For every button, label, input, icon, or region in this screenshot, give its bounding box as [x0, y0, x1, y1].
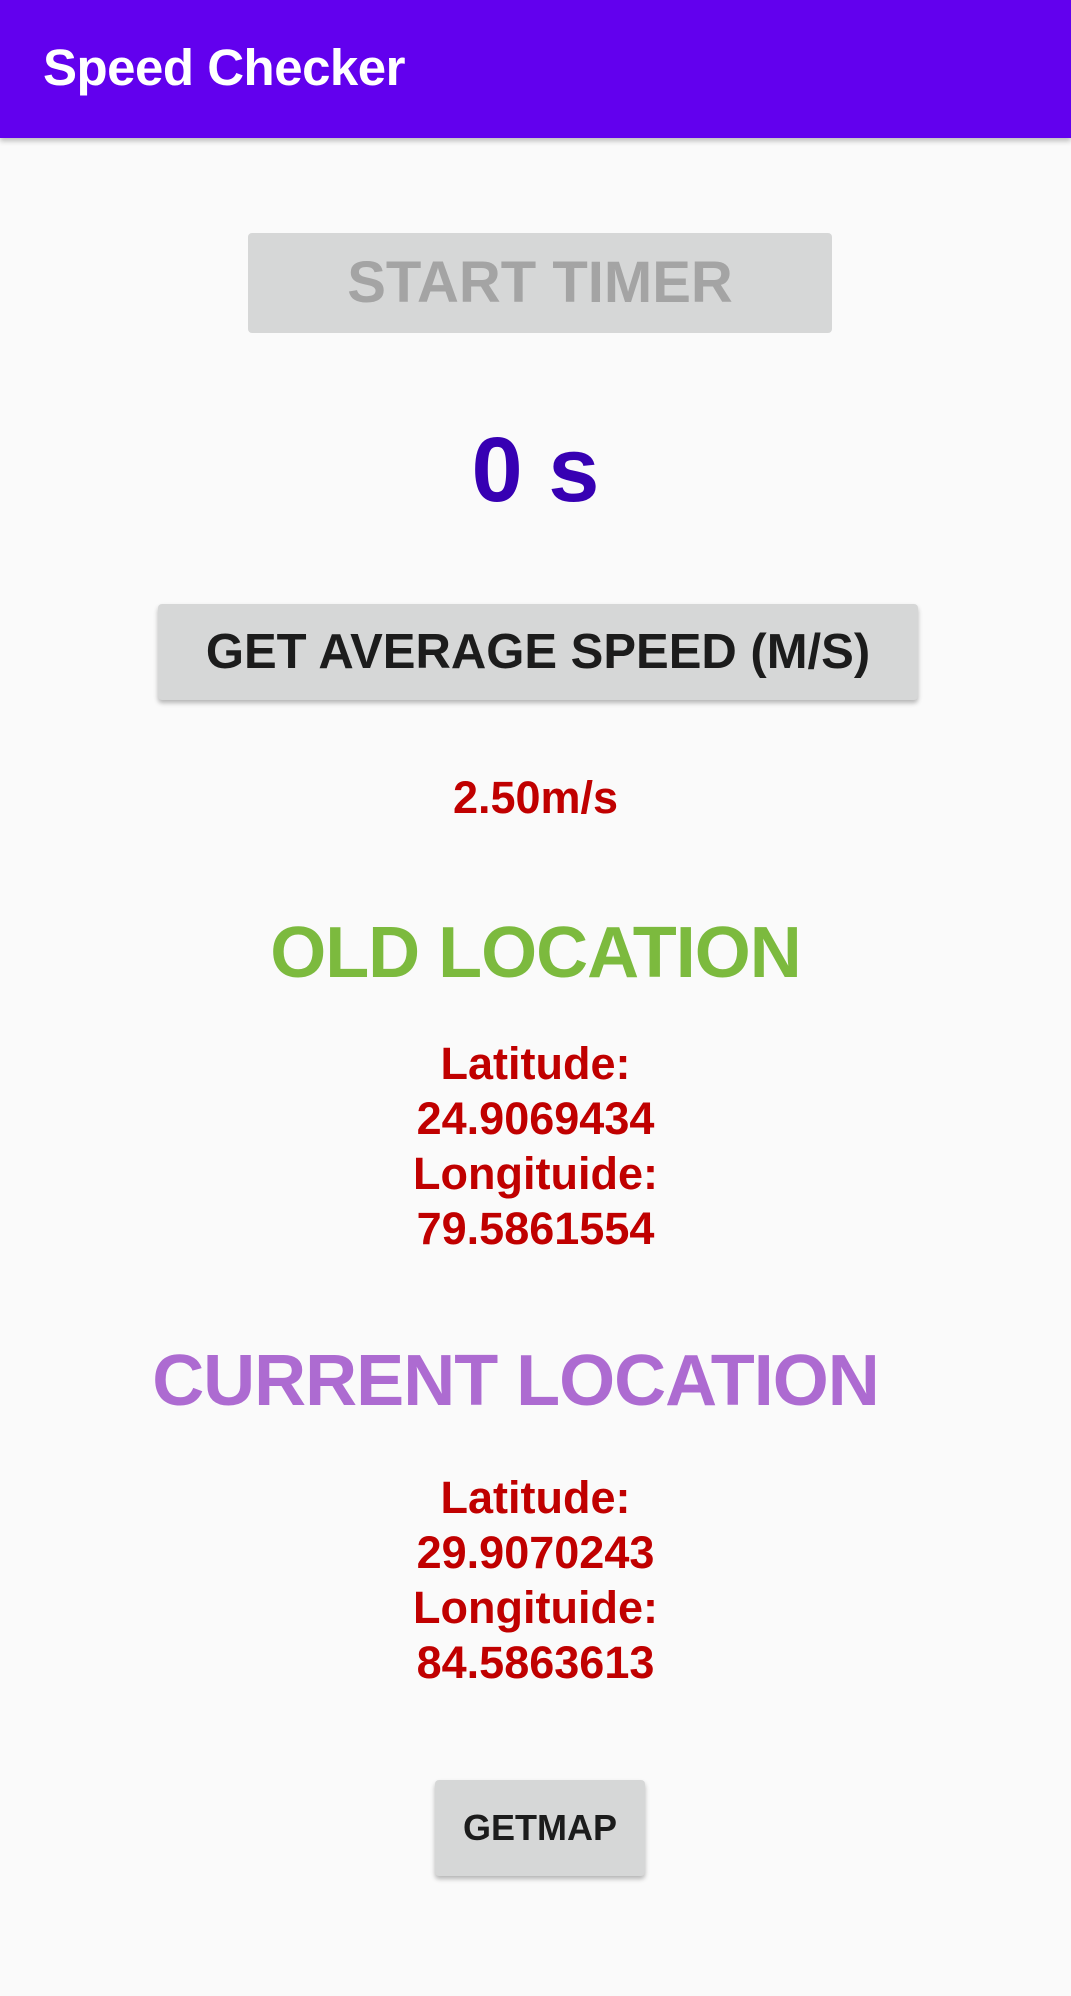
old-location-heading: OLD LOCATION [270, 913, 802, 993]
old-longitude-value: 79.5861554 [416, 1203, 655, 1254]
old-location-coords: Latitude: 24.9069434 Longituide: 79.5861… [0, 1036, 1071, 1256]
main-content: START TIMER 0 s GET AVERAGE SPEED (M/S) … [0, 138, 1071, 1996]
current-longitude-value: 84.5863613 [416, 1637, 655, 1688]
get-map-button[interactable]: GETMAP [435, 1780, 645, 1876]
timer-display: 0 s [471, 419, 600, 521]
app-title: Speed Checker [43, 39, 406, 96]
app-bar: Speed Checker [0, 0, 1071, 138]
get-average-speed-button[interactable]: GET AVERAGE SPEED (M/S) [158, 604, 918, 700]
current-latitude-value: 29.9070243 [416, 1527, 655, 1578]
old-latitude-label: Latitude: [440, 1038, 631, 1089]
old-longitude-label: Longituide: [413, 1148, 658, 1199]
current-location-coords: Latitude: 29.9070243 Longituide: 84.5863… [0, 1470, 1071, 1690]
current-latitude-label: Latitude: [440, 1472, 631, 1523]
average-speed-value: 2.50m/s [452, 772, 619, 823]
start-timer-button[interactable]: START TIMER [248, 233, 832, 333]
current-location-heading: CURRENT LOCATION [152, 1341, 880, 1421]
old-latitude-value: 24.9069434 [416, 1093, 655, 1144]
current-longitude-label: Longituide: [413, 1582, 658, 1633]
